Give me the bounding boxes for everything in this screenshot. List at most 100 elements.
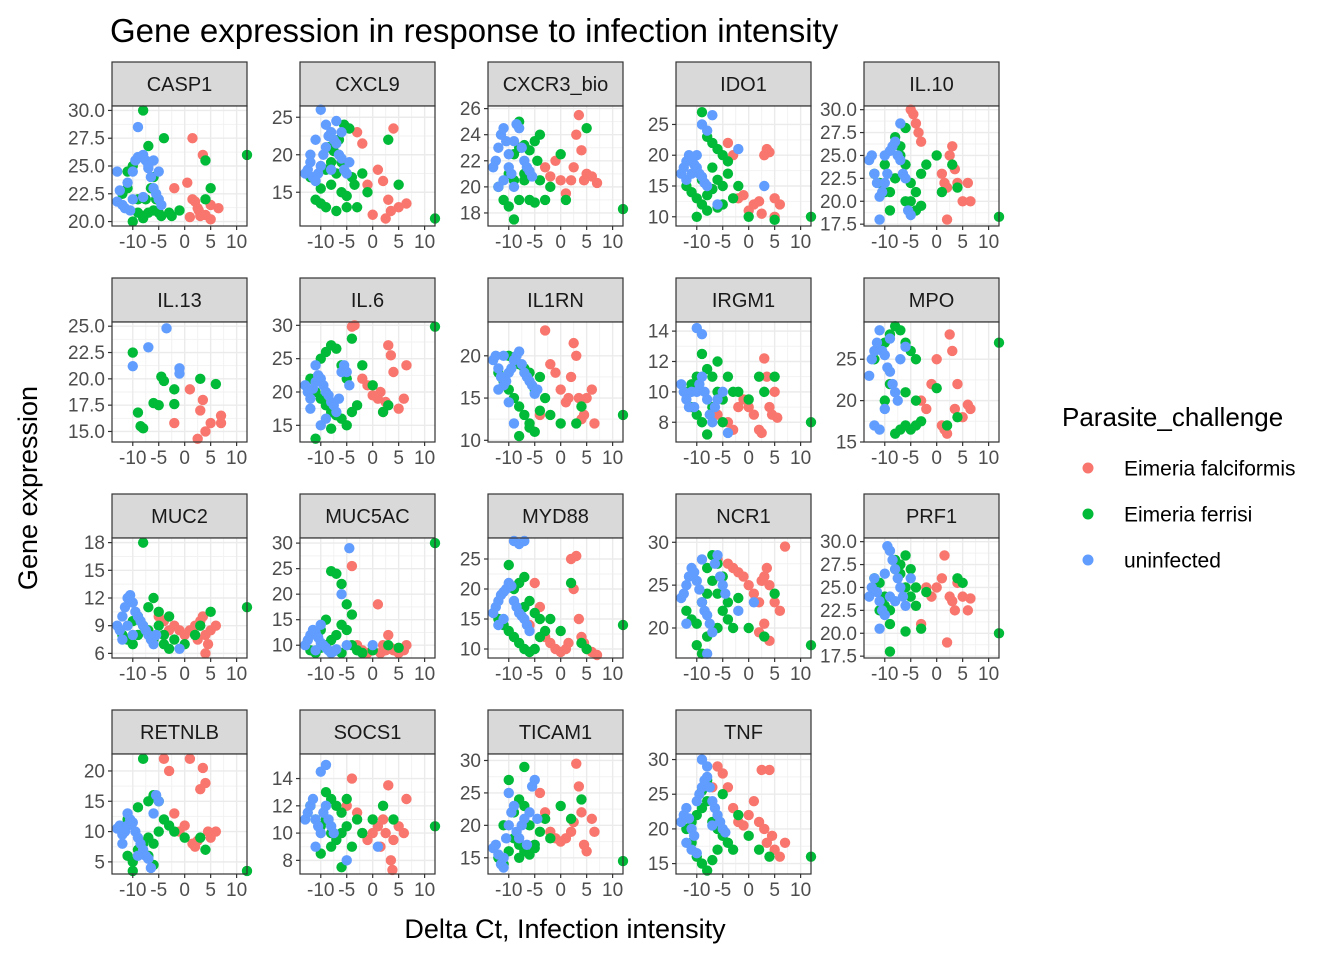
point-eimeria-falciformis xyxy=(163,765,175,777)
point-uninfected xyxy=(889,596,901,607)
strip-label: IL.10 xyxy=(909,74,953,96)
point-uninfected xyxy=(701,648,713,659)
strip-background xyxy=(675,61,812,107)
point-uninfected xyxy=(305,393,316,404)
point-uninfected xyxy=(148,638,159,650)
point-eimeria-ferrisi xyxy=(341,624,352,636)
strip-label: PRF1 xyxy=(906,506,957,528)
point-uninfected xyxy=(863,591,875,602)
point-eimeria-ferrisi xyxy=(503,774,514,786)
point-uninfected xyxy=(887,554,898,566)
x-tick-label: -5 xyxy=(526,880,543,901)
point-eimeria-falciformis xyxy=(581,392,592,404)
point-eimeria-ferrisi xyxy=(712,844,723,855)
point-eimeria-ferrisi xyxy=(701,205,713,216)
y-tick-label: 18 xyxy=(460,203,481,224)
point-uninfected xyxy=(490,350,501,362)
point-eimeria-ferrisi xyxy=(127,638,138,650)
point-eimeria-falciformis xyxy=(534,787,546,799)
x-tick-label: 10 xyxy=(414,232,435,253)
point-eimeria-ferrisi xyxy=(753,371,765,382)
point-eimeria-ferrisi xyxy=(393,642,404,653)
point-uninfected xyxy=(709,558,721,569)
point-uninfected xyxy=(500,833,512,844)
point-eimeria-falciformis xyxy=(388,123,399,134)
point-eimeria-ferrisi xyxy=(503,559,514,571)
point-eimeria-falciformis xyxy=(772,412,783,423)
point-eimeria-ferrisi xyxy=(148,397,159,409)
panel-muc2: MUC2 6 9 12 15 18 -10 -5 0 5 10 xyxy=(84,493,253,685)
point-eimeria-ferrisi xyxy=(910,354,922,365)
x-tick-label: 5 xyxy=(769,880,780,901)
point-eimeria-ferrisi xyxy=(691,211,702,222)
point-uninfected xyxy=(892,573,903,584)
point-uninfected xyxy=(145,171,157,183)
point-uninfected xyxy=(341,366,352,378)
point-uninfected xyxy=(315,104,326,115)
y-tick-label: 8 xyxy=(658,413,669,434)
point-eimeria-ferrisi xyxy=(539,392,551,404)
point-eimeria-ferrisi xyxy=(534,405,546,416)
y-tick-label: 20 xyxy=(272,383,293,404)
point-eimeria-ferrisi xyxy=(137,753,149,765)
point-eimeria-falciformis xyxy=(385,350,397,361)
point-uninfected xyxy=(701,180,713,192)
x-tick-label: 5 xyxy=(205,232,216,253)
point-uninfected xyxy=(493,384,504,395)
point-eimeria-ferrisi xyxy=(346,841,358,852)
point-eimeria-falciformis xyxy=(717,768,728,779)
point-uninfected xyxy=(879,568,890,579)
legend-label-eimeria-ferrisi: Eimeria ferrisi xyxy=(1124,504,1252,527)
point-eimeria-ferrisi xyxy=(158,629,170,641)
point-uninfected xyxy=(532,813,543,825)
x-tick-label: -10 xyxy=(307,880,334,901)
point-eimeria-ferrisi xyxy=(900,626,911,637)
point-eimeria-falciformis xyxy=(949,605,961,616)
point-uninfected xyxy=(325,164,337,175)
x-tick-label: 0 xyxy=(367,880,378,901)
point-eimeria-falciformis xyxy=(393,403,404,414)
point-eimeria-falciformis xyxy=(213,203,224,214)
point-eimeria-ferrisi xyxy=(195,373,206,385)
x-tick-label: -5 xyxy=(150,448,167,469)
point-eimeria-falciformis xyxy=(398,827,410,839)
point-eimeria-ferrisi xyxy=(163,611,175,622)
point-eimeria-ferrisi xyxy=(952,411,963,423)
point-uninfected xyxy=(529,774,540,786)
strip-background xyxy=(863,61,1000,107)
panel-border xyxy=(299,537,436,659)
point-eimeria-falciformis xyxy=(941,637,953,648)
point-eimeria-falciformis xyxy=(965,593,976,604)
point-eimeria-falciformis xyxy=(215,417,227,429)
x-tick-label: -5 xyxy=(338,448,355,469)
panel-border xyxy=(487,753,624,875)
point-eimeria-falciformis xyxy=(383,780,394,791)
point-eimeria-ferrisi xyxy=(915,200,927,212)
x-tick-label: 0 xyxy=(367,664,378,685)
point-uninfected xyxy=(712,549,723,561)
point-eimeria-ferrisi xyxy=(759,631,770,642)
point-eimeria-ferrisi xyxy=(743,830,754,842)
panel-border xyxy=(487,537,624,659)
point-eimeria-falciformis xyxy=(385,855,397,866)
y-tick-label: 15 xyxy=(84,561,105,582)
point-eimeria-falciformis xyxy=(581,846,592,857)
point-uninfected xyxy=(884,333,896,344)
point-uninfected xyxy=(124,205,136,216)
point-uninfected xyxy=(498,122,509,134)
point-eimeria-ferrisi xyxy=(534,826,546,838)
point-uninfected xyxy=(344,543,355,554)
point-eimeria-ferrisi xyxy=(127,347,138,358)
point-eimeria-falciformis xyxy=(169,417,180,429)
point-eimeria-falciformis xyxy=(387,864,398,876)
point-eimeria-ferrisi xyxy=(132,407,144,418)
point-uninfected xyxy=(132,850,144,862)
y-tick-label: 10 xyxy=(272,636,293,657)
point-uninfected xyxy=(866,354,877,365)
y-tick-label: 27.5 xyxy=(820,555,857,576)
point-eimeria-falciformis xyxy=(539,162,551,173)
point-eimeria-falciformis xyxy=(962,605,974,616)
point-uninfected xyxy=(508,418,520,429)
point-uninfected xyxy=(701,761,713,772)
point-uninfected xyxy=(681,579,692,591)
